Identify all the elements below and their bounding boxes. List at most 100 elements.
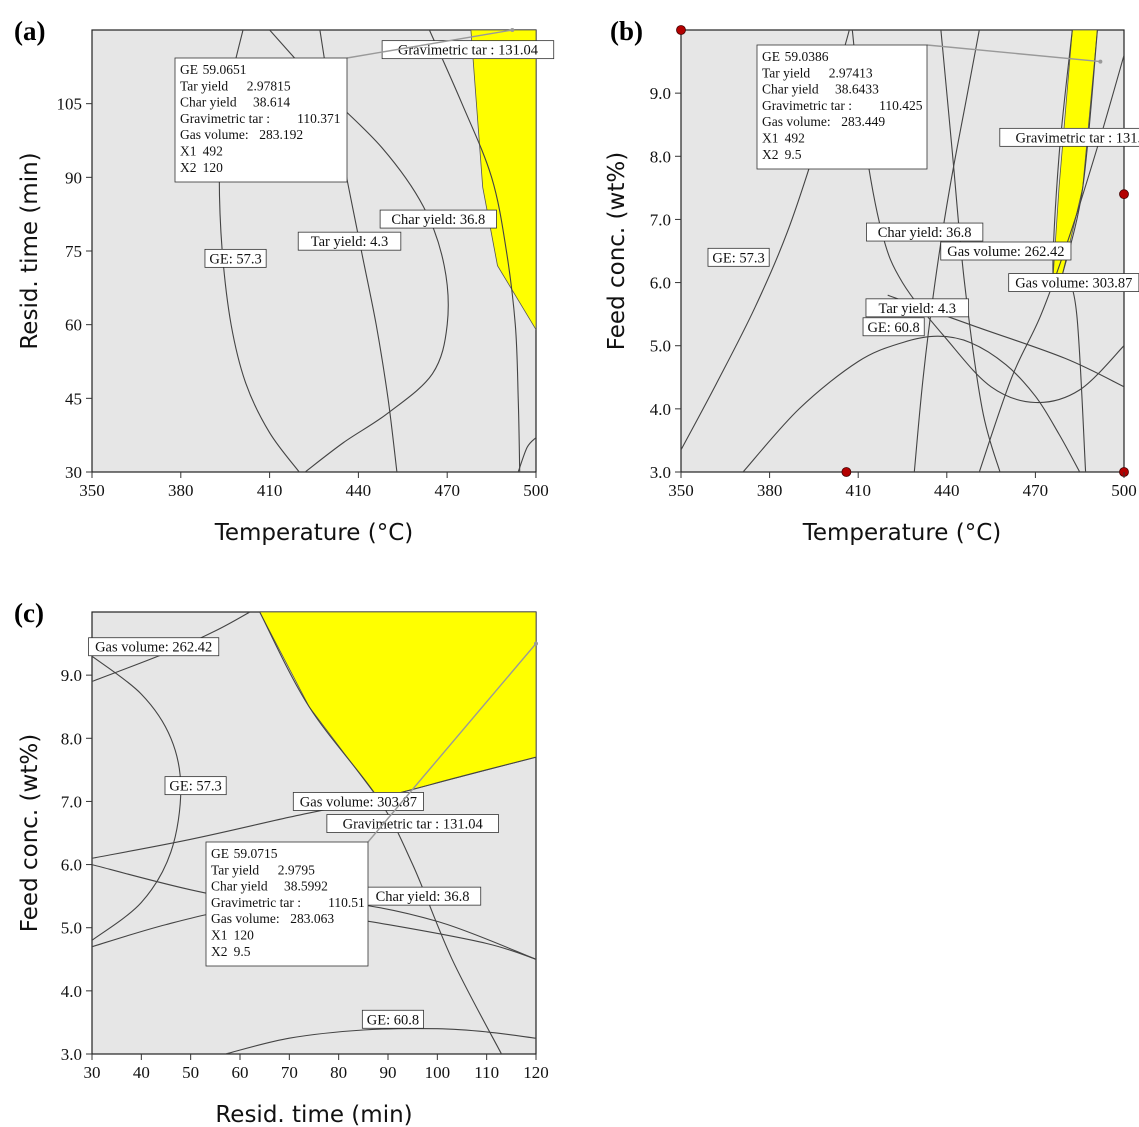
contour-label: Char yield: 36.8 (866, 222, 984, 242)
panel-c: Gas volume: 262.42 GE: 57.3 Gas volume: 30… (14, 598, 549, 1127)
prediction-key: GE (211, 846, 229, 861)
contour-label-text: GE: 57.3 (169, 779, 221, 795)
panel-label: (c) (14, 598, 44, 628)
prediction-key: X1 (180, 144, 197, 159)
prediction-key: X2 (211, 944, 228, 959)
x-tick-label: 40 (133, 1063, 150, 1082)
contour-label-text: Gas volume: 303.87 (1015, 276, 1132, 292)
contour-label-text: Gravimetric tar : 131.04 (1016, 130, 1139, 146)
y-tick-label: 7.0 (61, 792, 82, 811)
x-tick-label: 90 (380, 1063, 397, 1082)
prediction-key: Char yield (180, 95, 237, 110)
contour-label-text: GE: 57.3 (209, 251, 261, 267)
prediction-key: GE (762, 49, 780, 64)
prediction-value: 283.192 (259, 127, 303, 142)
contour-label: Tar yield: 4.3 (297, 231, 402, 251)
contour-label-text: Char yield: 36.8 (376, 889, 470, 905)
x-tick-label: 80 (330, 1063, 347, 1082)
contour-label: Gravimetric tar : 131.04 (381, 40, 555, 60)
y-tick-label: 30 (65, 463, 82, 482)
contour-label-text: Char yield: 36.8 (878, 225, 972, 241)
y-axis-title: Resid. time (min) (17, 152, 43, 349)
y-tick-label: 4.0 (650, 400, 671, 419)
y-tick-label: 4.0 (61, 982, 82, 1001)
contour-line (517, 437, 536, 472)
contour-label: GE: 60.8 (361, 1009, 424, 1029)
contour-label: Gas volume: 303.87 (292, 792, 424, 811)
design-point (676, 25, 686, 35)
x-tick-label: 470 (434, 481, 460, 500)
contour-label-text: GE: 60.8 (367, 1012, 419, 1028)
x-tick-label: 500 (523, 481, 549, 500)
panel-label: (b) (610, 16, 643, 46)
x-axis-title: Resid. time (min) (215, 1102, 412, 1127)
y-tick-label: 8.0 (61, 729, 82, 748)
contour-label-text: Char yield: 36.8 (391, 212, 485, 228)
x-tick-label: 470 (1023, 481, 1049, 500)
contour-label: GE: 57.3 (204, 248, 267, 268)
prediction-key: Gravimetric tar : (762, 98, 852, 113)
prediction-key: Gas volume: (762, 114, 831, 129)
prediction-value: 120 (203, 160, 224, 175)
y-tick-label: 90 (65, 168, 82, 187)
y-tick-label: 7.0 (650, 210, 671, 229)
prediction-value: 110.51 (328, 895, 365, 910)
x-tick-label: 440 (934, 481, 960, 500)
contour-label: GE: 60.8 (862, 317, 925, 337)
y-tick-label: 75 (65, 242, 82, 261)
prediction-value: 120 (234, 928, 255, 943)
y-tick-label: 3.0 (650, 463, 671, 482)
y-tick-label: 9.0 (650, 84, 671, 103)
x-tick-label: 350 (79, 481, 105, 500)
prediction-value: 59.0651 (203, 62, 247, 77)
prediction-value: 2.97413 (829, 65, 873, 80)
prediction-key: Gas volume: (180, 127, 249, 142)
prediction-point (1098, 59, 1103, 64)
y-tick-label: 6.0 (650, 274, 671, 293)
x-tick-label: 70 (281, 1063, 298, 1082)
prediction-value: 38.6433 (835, 82, 879, 97)
x-tick-label: 110 (474, 1063, 499, 1082)
x-tick-label: 500 (1111, 481, 1137, 500)
prediction-value: 38.614 (253, 95, 290, 110)
contour-line (742, 335, 1081, 472)
contour-label-text: GE: 57.3 (712, 250, 764, 266)
panel-a: GE: 57.3 Tar yield: 4.3 Char yield: 36.8 Gr… (14, 16, 555, 546)
contour-label: Gas volume: 303.87 (1008, 273, 1139, 292)
prediction-key: Tar yield (180, 78, 228, 93)
contour-label: Gas volume: 262.42 (88, 637, 220, 657)
contour-label-text: Gravimetric tar : 131.04 (398, 43, 539, 59)
prediction-key: X1 (762, 131, 779, 146)
prediction-value: 283.449 (841, 114, 885, 129)
contour-label-text: Tar yield: 4.3 (879, 301, 957, 317)
prediction-value: 9.5 (234, 944, 251, 959)
x-tick-label: 350 (668, 481, 694, 500)
prediction-value: 38.5992 (284, 879, 328, 894)
contour-label-text: GE: 60.8 (867, 320, 919, 336)
y-tick-label: 5.0 (61, 919, 82, 938)
design-point (841, 467, 852, 477)
y-tick-label: 6.0 (61, 856, 82, 875)
prediction-value: 2.9795 (278, 862, 315, 877)
x-tick-label: 410 (257, 481, 283, 500)
x-tick-label: 410 (845, 481, 871, 500)
x-tick-label: 30 (84, 1063, 101, 1082)
x-tick-label: 50 (182, 1063, 199, 1082)
prediction-leader (367, 643, 537, 843)
prediction-key: GE (180, 62, 198, 77)
panel-label: (a) (14, 16, 45, 46)
contour-label: Gas volume: 262.42 (940, 241, 1072, 261)
contour-label: Gravimetric tar : 131.04 (326, 814, 499, 833)
prediction-value: 283.063 (290, 911, 334, 926)
contour-label-text: Gravimetric tar : 131.04 (343, 817, 484, 833)
prediction-key: Tar yield (762, 65, 810, 80)
contour-line (225, 1027, 536, 1054)
prediction-key: Char yield (211, 879, 268, 894)
prediction-key: Char yield (762, 82, 819, 97)
x-tick-label: 100 (425, 1063, 451, 1082)
y-tick-label: 105 (57, 95, 83, 114)
prediction-value: 110.425 (879, 98, 923, 113)
prediction-key: X1 (211, 928, 228, 943)
x-tick-label: 60 (232, 1063, 249, 1082)
